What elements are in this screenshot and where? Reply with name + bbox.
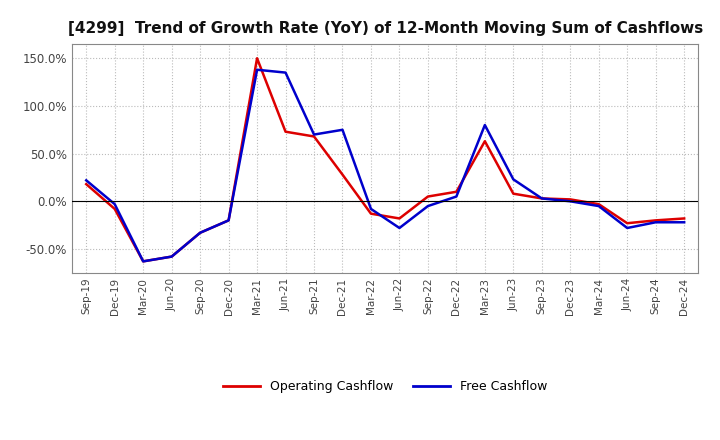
- Free Cashflow: [310, 132, 318, 137]
- Free Cashflow: [595, 203, 603, 209]
- Operating Cashflow: [225, 218, 233, 223]
- Free Cashflow: [480, 122, 489, 128]
- Free Cashflow: [623, 225, 631, 231]
- Free Cashflow: [139, 259, 148, 264]
- Free Cashflow: [167, 254, 176, 259]
- Free Cashflow: [82, 178, 91, 183]
- Free Cashflow: [196, 230, 204, 235]
- Line: Operating Cashflow: Operating Cashflow: [86, 58, 684, 261]
- Free Cashflow: [110, 202, 119, 207]
- Title: [4299]  Trend of Growth Rate (YoY) of 12-Month Moving Sum of Cashflows: [4299] Trend of Growth Rate (YoY) of 12-…: [68, 21, 703, 36]
- Operating Cashflow: [82, 181, 91, 187]
- Operating Cashflow: [253, 55, 261, 61]
- Free Cashflow: [566, 198, 575, 204]
- Operating Cashflow: [509, 191, 518, 196]
- Operating Cashflow: [423, 194, 432, 199]
- Free Cashflow: [509, 177, 518, 182]
- Free Cashflow: [452, 194, 461, 199]
- Operating Cashflow: [595, 202, 603, 207]
- Operating Cashflow: [395, 216, 404, 221]
- Free Cashflow: [253, 67, 261, 72]
- Operating Cashflow: [167, 254, 176, 259]
- Free Cashflow: [680, 220, 688, 225]
- Free Cashflow: [338, 127, 347, 132]
- Operating Cashflow: [537, 196, 546, 201]
- Free Cashflow: [423, 203, 432, 209]
- Line: Free Cashflow: Free Cashflow: [86, 70, 684, 261]
- Operating Cashflow: [366, 211, 375, 216]
- Operating Cashflow: [310, 134, 318, 139]
- Free Cashflow: [395, 225, 404, 231]
- Operating Cashflow: [652, 218, 660, 223]
- Operating Cashflow: [282, 129, 290, 134]
- Operating Cashflow: [566, 197, 575, 202]
- Free Cashflow: [282, 70, 290, 75]
- Operating Cashflow: [338, 172, 347, 177]
- Free Cashflow: [225, 218, 233, 223]
- Operating Cashflow: [110, 206, 119, 212]
- Operating Cashflow: [196, 230, 204, 235]
- Legend: Operating Cashflow, Free Cashflow: Operating Cashflow, Free Cashflow: [218, 375, 552, 398]
- Free Cashflow: [652, 220, 660, 225]
- Free Cashflow: [366, 206, 375, 212]
- Operating Cashflow: [623, 220, 631, 226]
- Operating Cashflow: [139, 259, 148, 264]
- Operating Cashflow: [480, 139, 489, 144]
- Free Cashflow: [537, 196, 546, 201]
- Operating Cashflow: [680, 216, 688, 221]
- Operating Cashflow: [452, 189, 461, 194]
